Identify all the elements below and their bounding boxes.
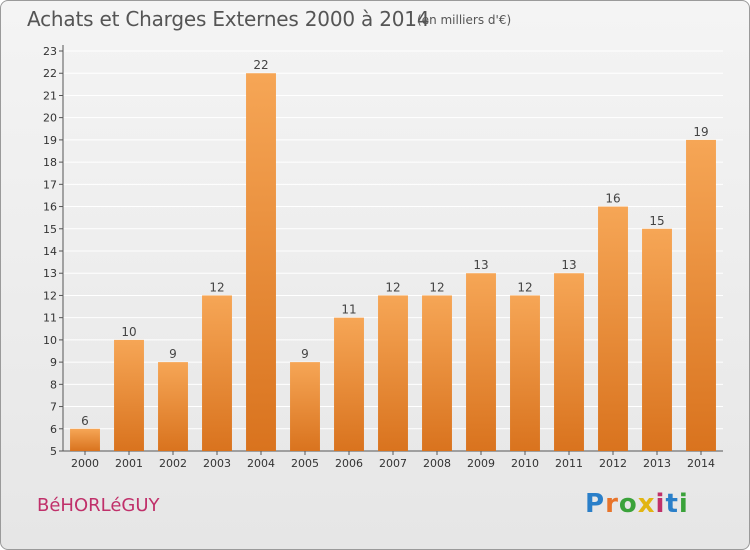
x-tick-label: 2012 (599, 457, 627, 470)
bar (686, 139, 716, 451)
y-tick-label: 13 (43, 267, 57, 280)
y-tick-label: 14 (43, 245, 57, 258)
logo-letter: P (585, 489, 606, 519)
data-label: 9 (301, 347, 309, 361)
bar (510, 295, 540, 451)
data-label: 22 (253, 58, 268, 72)
bar (642, 228, 672, 451)
bar (598, 206, 628, 451)
bar (202, 295, 232, 451)
y-tick-label: 19 (43, 134, 57, 147)
chart-title: Achats et Charges Externes 2000 à 2014 (27, 7, 430, 31)
data-label: 16 (605, 192, 620, 206)
bar (114, 339, 144, 451)
x-tick-label: 2005 (291, 457, 319, 470)
bar (422, 295, 452, 451)
logo-letter: t (665, 489, 679, 519)
x-tick-label: 2013 (643, 457, 671, 470)
y-tick-label: 16 (43, 201, 57, 214)
y-tick-label: 6 (50, 423, 57, 436)
proxiti-logo: Proxiti (585, 489, 689, 519)
x-tick-label: 2006 (335, 457, 363, 470)
logo-letter: i (678, 489, 689, 519)
data-label: 13 (473, 258, 488, 272)
x-tick-label: 2002 (159, 457, 187, 470)
y-tick-label: 9 (50, 356, 57, 369)
data-label: 12 (429, 280, 444, 294)
y-tick-label: 11 (43, 312, 57, 325)
y-tick-label: 8 (50, 378, 57, 391)
data-label: 15 (649, 214, 664, 228)
data-label: 19 (693, 125, 708, 139)
bars (70, 73, 716, 451)
logo-letter: x (637, 489, 656, 519)
y-tick-label: 10 (43, 334, 57, 347)
x-tick-label: 2011 (555, 457, 583, 470)
data-label: 12 (385, 280, 400, 294)
bar (334, 317, 364, 451)
logo-letter: i (655, 489, 666, 519)
y-tick-label: 5 (50, 445, 57, 458)
y-tick-label: 20 (43, 112, 57, 125)
y-tick-label: 17 (43, 178, 57, 191)
x-tick-label: 2001 (115, 457, 143, 470)
x-tick-label: 2007 (379, 457, 407, 470)
bar (290, 362, 320, 451)
y-tick-label: 21 (43, 89, 57, 102)
bar (554, 273, 584, 451)
logo-letter: r (605, 489, 619, 519)
data-label: 12 (209, 280, 224, 294)
y-tick-label: 12 (43, 289, 57, 302)
x-tick-label: 2000 (71, 457, 99, 470)
data-label: 10 (121, 325, 136, 339)
data-label: 12 (517, 280, 532, 294)
y-tick-label: 7 (50, 401, 57, 414)
y-tick-label: 18 (43, 156, 57, 169)
y-tick-label: 22 (43, 67, 57, 80)
x-tick-label: 2008 (423, 457, 451, 470)
bar (246, 73, 276, 451)
logo-letter: o (618, 489, 638, 519)
data-label: 9 (169, 347, 177, 361)
bar (378, 295, 408, 451)
y-tick-label: 23 (43, 45, 57, 58)
chart-subtitle: (en milliers d'€) (417, 13, 512, 27)
labels: 5 6 7 8 9 10 11 12 13 14 15 16 17 18 19 20 21 22 23 6 2000 10… (43, 45, 715, 470)
x-tick-label: 2004 (247, 457, 275, 470)
bar (158, 362, 188, 451)
data-label: 11 (341, 303, 356, 317)
bar (70, 428, 100, 451)
y-tick-label: 15 (43, 223, 57, 236)
bar (466, 273, 496, 451)
x-tick-label: 2009 (467, 457, 495, 470)
data-label: 6 (81, 414, 89, 428)
commune-name: BéHORLéGUY (37, 495, 160, 516)
x-tick-label: 2014 (687, 457, 715, 470)
data-label: 13 (561, 258, 576, 272)
x-tick-label: 2003 (203, 457, 231, 470)
x-tick-label: 2010 (511, 457, 539, 470)
